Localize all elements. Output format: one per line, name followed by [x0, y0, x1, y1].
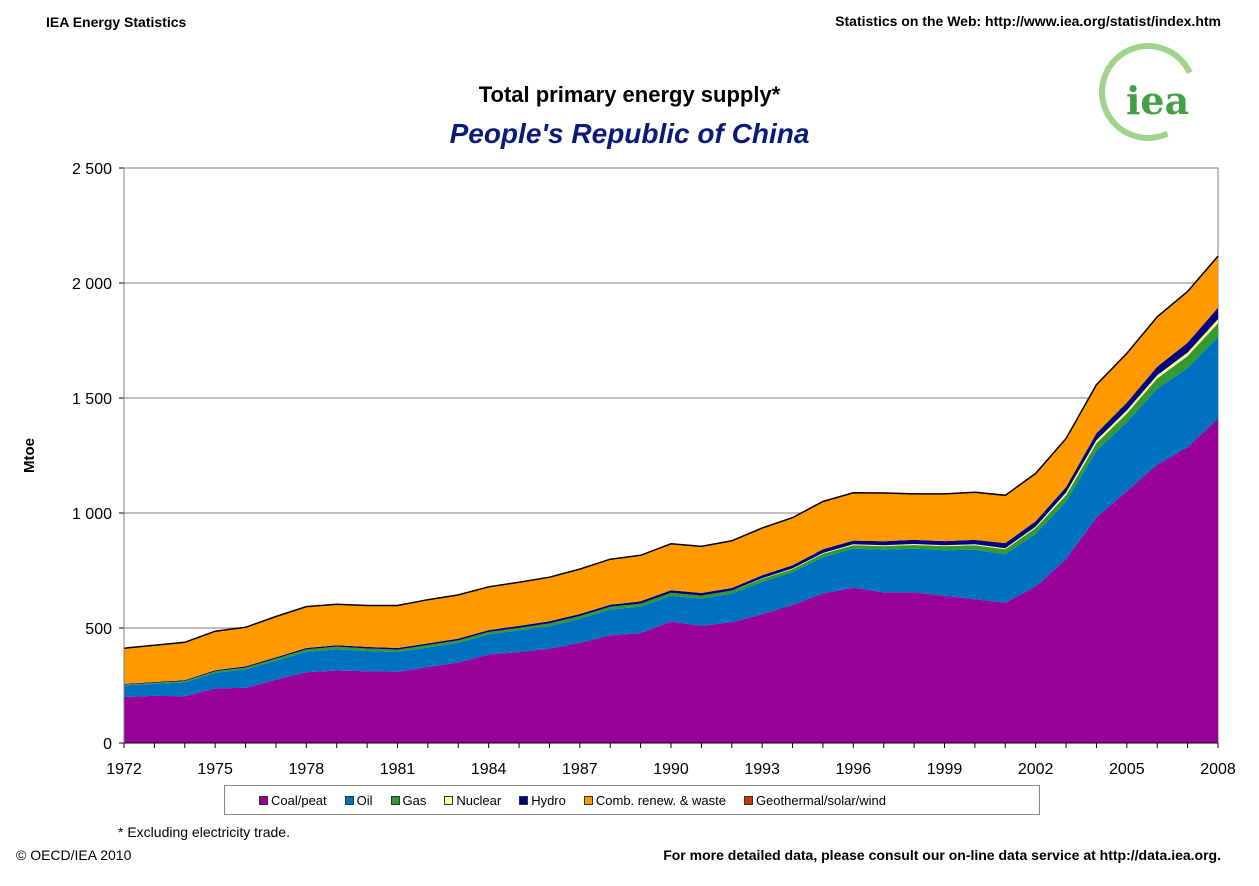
legend-swatch: [390, 795, 400, 805]
x-tick-label: 2005: [1109, 761, 1145, 778]
x-tick-label: 1972: [106, 761, 142, 778]
footer-data-link[interactable]: For more detailed data, please consult o…: [663, 847, 1221, 863]
x-tick-label: 1996: [836, 761, 872, 778]
logo-text: iea: [1126, 78, 1190, 123]
legend-label: Coal/peat: [271, 792, 327, 808]
footnote: * Excluding electricity trade.: [118, 824, 290, 840]
chart-legend: Coal/peat Oil Gas Nuclear Hydro Comb. renew. …: [224, 785, 1040, 815]
chart-subtitle: People's Republic of China: [449, 118, 810, 149]
chart-title: Total primary energy supply*: [478, 82, 781, 107]
legend-swatch: [444, 795, 454, 805]
x-tick-label: 1984: [471, 761, 507, 778]
legend-swatch: [583, 795, 593, 805]
area-series-coal-peat: [124, 418, 1218, 743]
header-right[interactable]: Statistics on the Web: http://www.iea.or…: [835, 13, 1221, 29]
legend-item: Gas: [390, 792, 427, 808]
legend-label: Comb. renew. & waste: [595, 792, 726, 808]
y-tick-label: 1 000: [72, 506, 112, 523]
legend-swatch: [344, 795, 354, 805]
x-tick-label: 1981: [380, 761, 416, 778]
x-tick-label: 1999: [927, 761, 963, 778]
x-tick-label: 1978: [289, 761, 325, 778]
legend-label: Gas: [402, 792, 427, 808]
copyright: © OECD/IEA 2010: [16, 847, 132, 863]
legend-item: Oil: [344, 792, 373, 808]
legend-item: Coal/peat: [259, 793, 327, 808]
y-axis-label: Mtoe: [21, 438, 38, 473]
y-tick-label: 2 500: [72, 161, 112, 178]
legend-swatch: [259, 795, 268, 805]
legend-swatch: [743, 795, 753, 805]
header-left: IEA Energy Statistics: [46, 14, 187, 30]
area-series-comb-renew-waste: [124, 257, 1218, 684]
x-tick-label: 2008: [1200, 761, 1236, 778]
legend-item: Nuclear: [444, 793, 501, 808]
x-tick-label: 1975: [197, 761, 233, 778]
y-tick-label: 1 500: [72, 391, 112, 408]
iea-logo: iea: [1085, 29, 1211, 155]
x-tick-label: 2002: [1018, 761, 1054, 778]
legend-label: Nuclear: [456, 792, 502, 808]
y-tick-label: 500: [85, 621, 112, 638]
x-tick-label: 1990: [653, 761, 689, 778]
legend-label: Oil: [356, 792, 373, 808]
x-tick-label: 1993: [744, 761, 780, 778]
legend-swatch: [519, 795, 529, 805]
legend-item: Geothermal/solar/wind: [743, 792, 886, 808]
legend-label: Hydro: [531, 792, 566, 808]
x-tick-label: 1987: [562, 761, 598, 778]
legend-item: Hydro: [519, 793, 566, 808]
y-tick-label: 2 000: [72, 276, 112, 293]
y-tick-label: 0: [103, 736, 112, 753]
legend-item: Comb. renew. & waste: [583, 792, 726, 808]
total-outline: [123, 255, 1219, 649]
legend-label: Geothermal/solar/wind: [755, 792, 886, 808]
